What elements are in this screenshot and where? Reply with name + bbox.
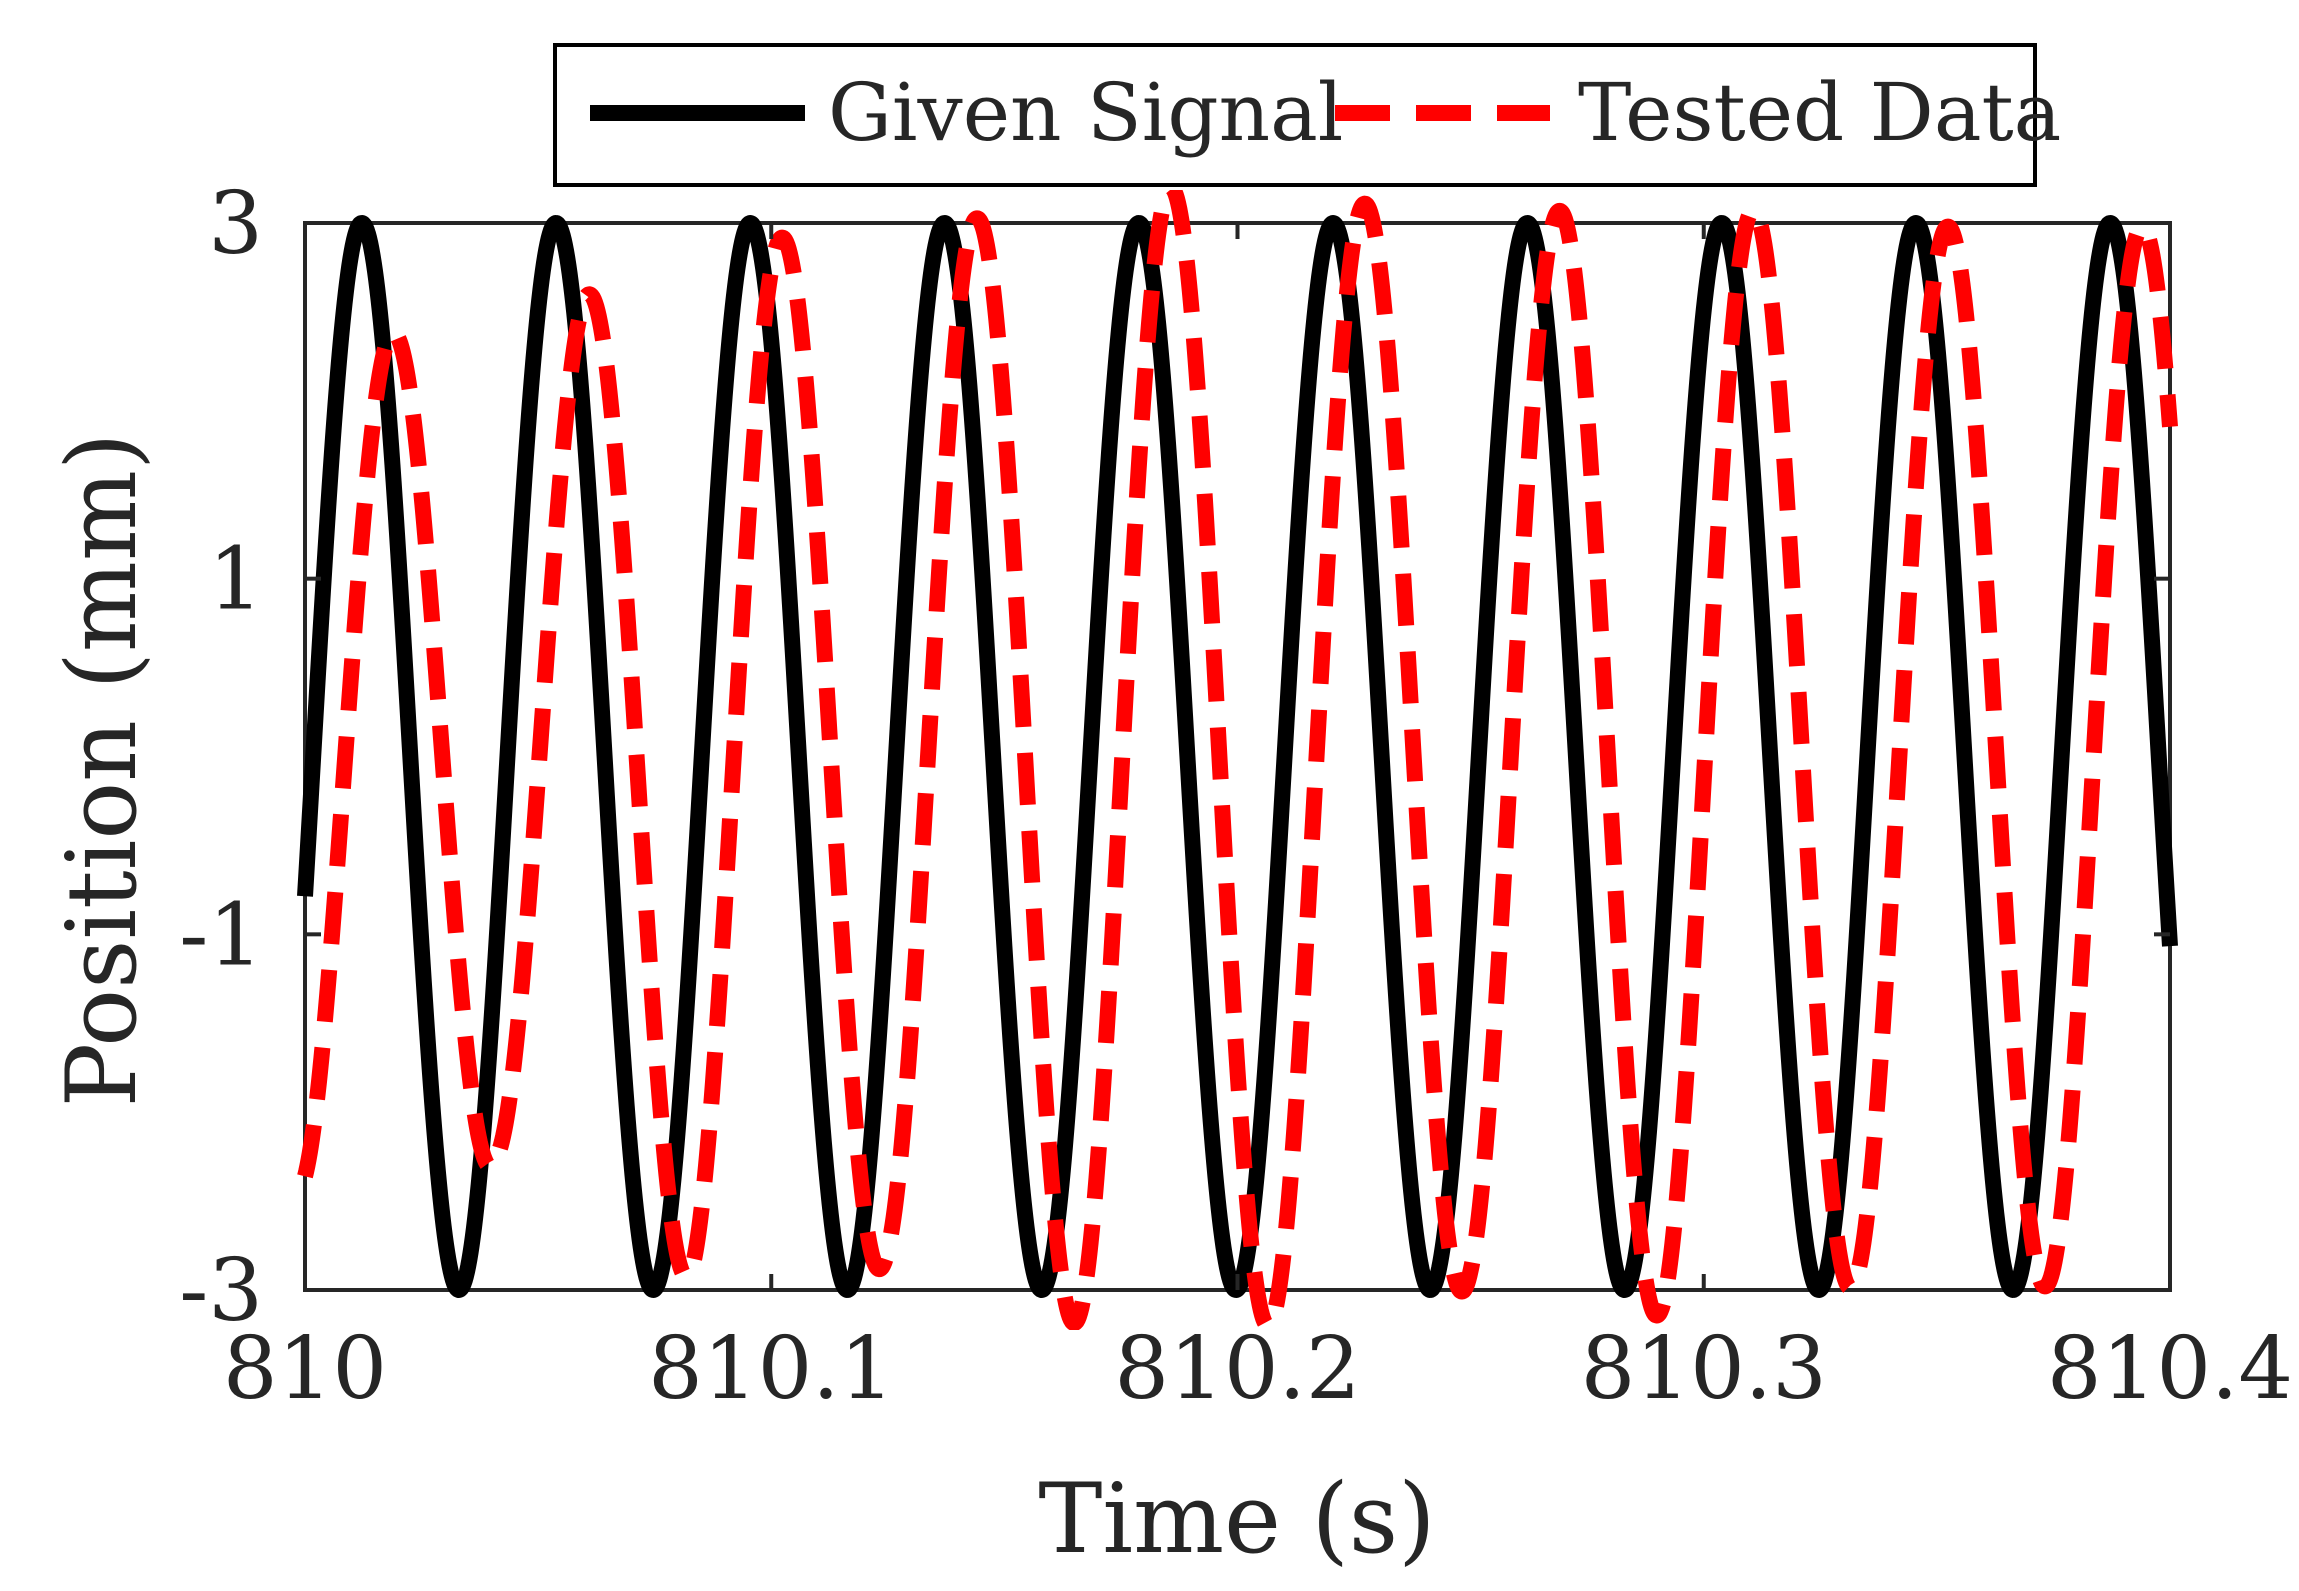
series-line-tested-data [297, 190, 2178, 1330]
x-tick-label: 810.2 [1114, 1319, 1360, 1419]
y-tick-label: -3 [179, 1241, 263, 1341]
y-tick-label: 3 [208, 174, 263, 274]
legend: Given Signal Tested Data [553, 43, 2061, 187]
tick-layer: 810 810.1 810.2 810.3 810.4 -3 -1 1 3 [179, 174, 2293, 1419]
legend-label-given-signal: Given Signal [828, 66, 1343, 159]
x-tick-label: 810.4 [2047, 1319, 2293, 1419]
y-tick-label: -1 [179, 885, 263, 985]
series-layer [297, 190, 2178, 1330]
x-tick-label: 810.3 [1581, 1319, 1827, 1419]
x-axis-label: Time (s) [1038, 1463, 1435, 1575]
legend-label-tested-data: Tested Data [1578, 66, 2061, 159]
y-tick-label: 1 [208, 530, 263, 630]
x-tick-label: 810.1 [648, 1319, 894, 1419]
x-tick-label: 810 [223, 1319, 387, 1419]
y-axis-label: Position (mm) [46, 433, 158, 1108]
